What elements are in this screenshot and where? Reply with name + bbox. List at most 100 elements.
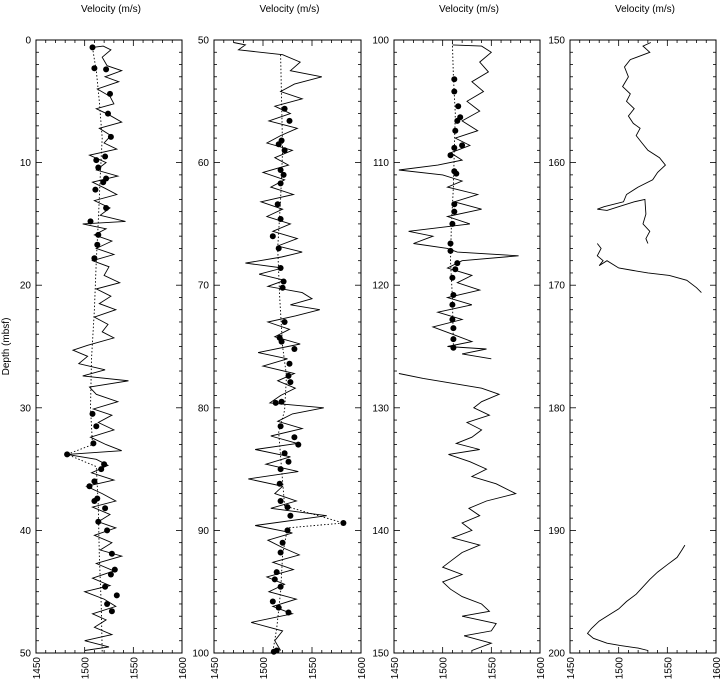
discrete-measurement-line (272, 54, 344, 652)
x-tick-label: 1600 (178, 657, 189, 680)
measurement-point (284, 527, 291, 534)
measurement-point (108, 608, 115, 615)
measurement-point (340, 520, 347, 526)
measurement-point (94, 241, 101, 248)
y-tick-label: 140 (372, 526, 389, 537)
measurement-point (449, 220, 456, 227)
measurement-point (279, 539, 286, 546)
measurement-point (287, 379, 294, 386)
measurement-point (459, 142, 466, 149)
measurement-point (95, 518, 102, 525)
measurement-point (103, 66, 110, 73)
y-tick-label: 50 (20, 649, 32, 660)
y-tick-label: 100 (372, 36, 389, 47)
discrete-measurement-line (450, 42, 456, 347)
measurement-point (277, 498, 284, 504)
measurement-point (277, 466, 284, 473)
measurement-point (277, 583, 284, 590)
measurement-point (450, 292, 457, 298)
measurement-point (277, 216, 284, 222)
measurement-point (107, 571, 114, 578)
measurement-point (269, 598, 276, 605)
y-tick-label: 100 (192, 649, 209, 660)
measurement-point (278, 398, 285, 405)
y-tick-label: 60 (198, 158, 210, 169)
measurement-point (92, 186, 99, 193)
measurement-point (64, 451, 71, 458)
measurement-point (276, 480, 283, 487)
measurement-point (95, 164, 102, 171)
velocity-log-line (586, 544, 686, 651)
y-tick-label: 150 (548, 36, 565, 47)
measurement-point (90, 440, 97, 447)
y-tick-label: 180 (548, 403, 565, 414)
x-tick-label: 1600 (357, 657, 368, 680)
discrete-measurement-line (65, 47, 103, 652)
measurement-point (455, 103, 462, 110)
measurement-point (450, 325, 457, 332)
y-tick-label: 50 (198, 36, 210, 47)
measurement-point (449, 301, 456, 308)
y-tick-label: 170 (548, 281, 565, 292)
measurement-point (454, 117, 461, 124)
velocity-log-line (398, 44, 519, 360)
measurement-point (285, 609, 292, 616)
plot-frame (393, 39, 541, 654)
measurement-point (277, 180, 284, 187)
measurement-point (107, 90, 113, 97)
measurement-point (447, 152, 454, 159)
velocity-log-line (596, 243, 702, 293)
measurement-point (104, 601, 111, 607)
measurement-point (273, 569, 280, 576)
x-tick-label: 1500 (615, 657, 626, 680)
measurement-point (269, 233, 276, 240)
y-tick-label: 0 (25, 36, 31, 47)
measurement-point (107, 133, 114, 140)
y-tick-label: 110 (373, 158, 389, 169)
measurement-point (278, 338, 285, 345)
x-tick-label: 1500 (81, 657, 92, 680)
measurement-point (451, 76, 458, 83)
y-tick-label: 80 (198, 403, 210, 414)
measurement-point (277, 167, 284, 173)
measurement-point (111, 566, 118, 573)
y-tick-label: 20 (20, 281, 32, 292)
x-tick-label: 1500 (259, 657, 270, 680)
measurement-point (277, 423, 284, 430)
measurement-point (285, 458, 292, 465)
measurement-point (452, 127, 459, 134)
measurement-point (447, 247, 454, 254)
measurement-point (270, 648, 277, 655)
measurement-point (449, 274, 456, 281)
y-tick-label: 120 (372, 281, 389, 292)
measurement-point (454, 260, 461, 267)
measurement-point (280, 278, 287, 285)
measurement-point (451, 201, 458, 208)
measurement-point (102, 505, 109, 512)
measurement-point (295, 441, 302, 448)
measurement-point (286, 360, 293, 367)
measurement-point (274, 201, 281, 208)
velocity-log-line (597, 42, 667, 244)
measurement-point (102, 153, 109, 160)
measurement-point (91, 498, 98, 504)
y-tick-label: 30 (20, 403, 32, 414)
x-tick-label: 1450 (566, 657, 577, 680)
y-tick-label: 150 (372, 649, 389, 660)
measurement-point (100, 179, 107, 186)
measurement-point (108, 550, 115, 557)
y-tick-label: 70 (198, 281, 210, 292)
measurement-point (104, 527, 111, 534)
measurement-point (280, 171, 287, 178)
x-tick-label: 1550 (663, 657, 674, 680)
measurement-point (450, 336, 457, 343)
measurement-point (271, 576, 278, 583)
x-tick-label: 1500 (439, 657, 450, 680)
x-tick-label: 1550 (487, 657, 498, 680)
measurement-point (101, 461, 108, 468)
measurement-point (447, 240, 454, 247)
